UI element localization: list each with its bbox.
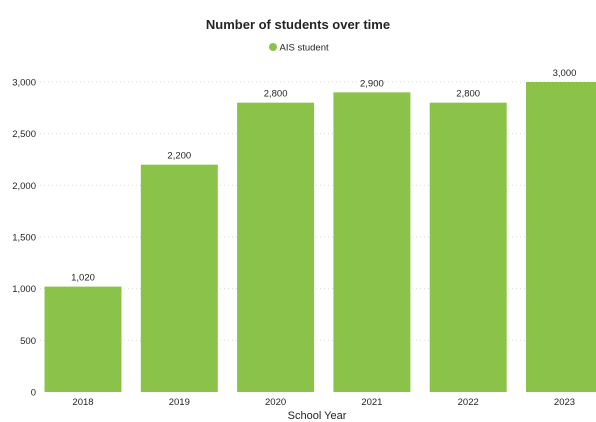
data-label-2022: 2,800 [456, 89, 480, 100]
data-label-2019: 2,200 [167, 151, 191, 162]
data-label-2021: 2,900 [360, 78, 384, 89]
y-tick-label: 1,000 [12, 284, 36, 295]
x-axis-title: School Year [288, 410, 347, 422]
y-tick-label: 1,500 [12, 233, 36, 244]
data-label-2020: 2,800 [264, 89, 288, 100]
data-label-2018: 1,020 [71, 273, 95, 284]
y-tick-label: 2,000 [12, 181, 36, 192]
y-tick-label: 0 [31, 388, 36, 399]
y-tick-label: 2,500 [12, 129, 36, 140]
x-tick-label-2019: 2019 [169, 397, 190, 408]
bar-2021[interactable] [333, 92, 411, 392]
y-tick-label: 500 [20, 336, 36, 347]
bar-2019[interactable] [140, 164, 218, 392]
data-label-2023: 3,000 [553, 68, 577, 79]
x-tick-label-2021: 2021 [361, 397, 382, 408]
legend-label: AIS student [280, 43, 329, 54]
x-tick-label-2023: 2023 [554, 397, 575, 408]
bar-2023[interactable] [526, 82, 596, 392]
x-tick-label-2018: 2018 [72, 397, 93, 408]
data-labels: 1,020 2,200 2,800 2,900 2,800 3,000 [71, 68, 576, 284]
bars [44, 82, 596, 393]
bar-2020[interactable] [237, 102, 315, 393]
legend-marker [269, 43, 277, 51]
bar-2018[interactable] [44, 286, 122, 392]
gridlines [40, 81, 596, 341]
x-axis: 2018 2019 2020 2021 2022 2023 [72, 397, 575, 408]
bar-2022[interactable] [429, 102, 507, 393]
legend[interactable]: AIS student [269, 43, 329, 54]
y-axis: 0 500 1,000 1,500 2,000 2,500 3,000 [12, 78, 36, 399]
x-tick-label-2022: 2022 [458, 397, 479, 408]
y-tick-label: 3,000 [12, 78, 36, 89]
chart-title: Number of students over time [206, 17, 390, 32]
x-tick-label-2020: 2020 [265, 397, 286, 408]
